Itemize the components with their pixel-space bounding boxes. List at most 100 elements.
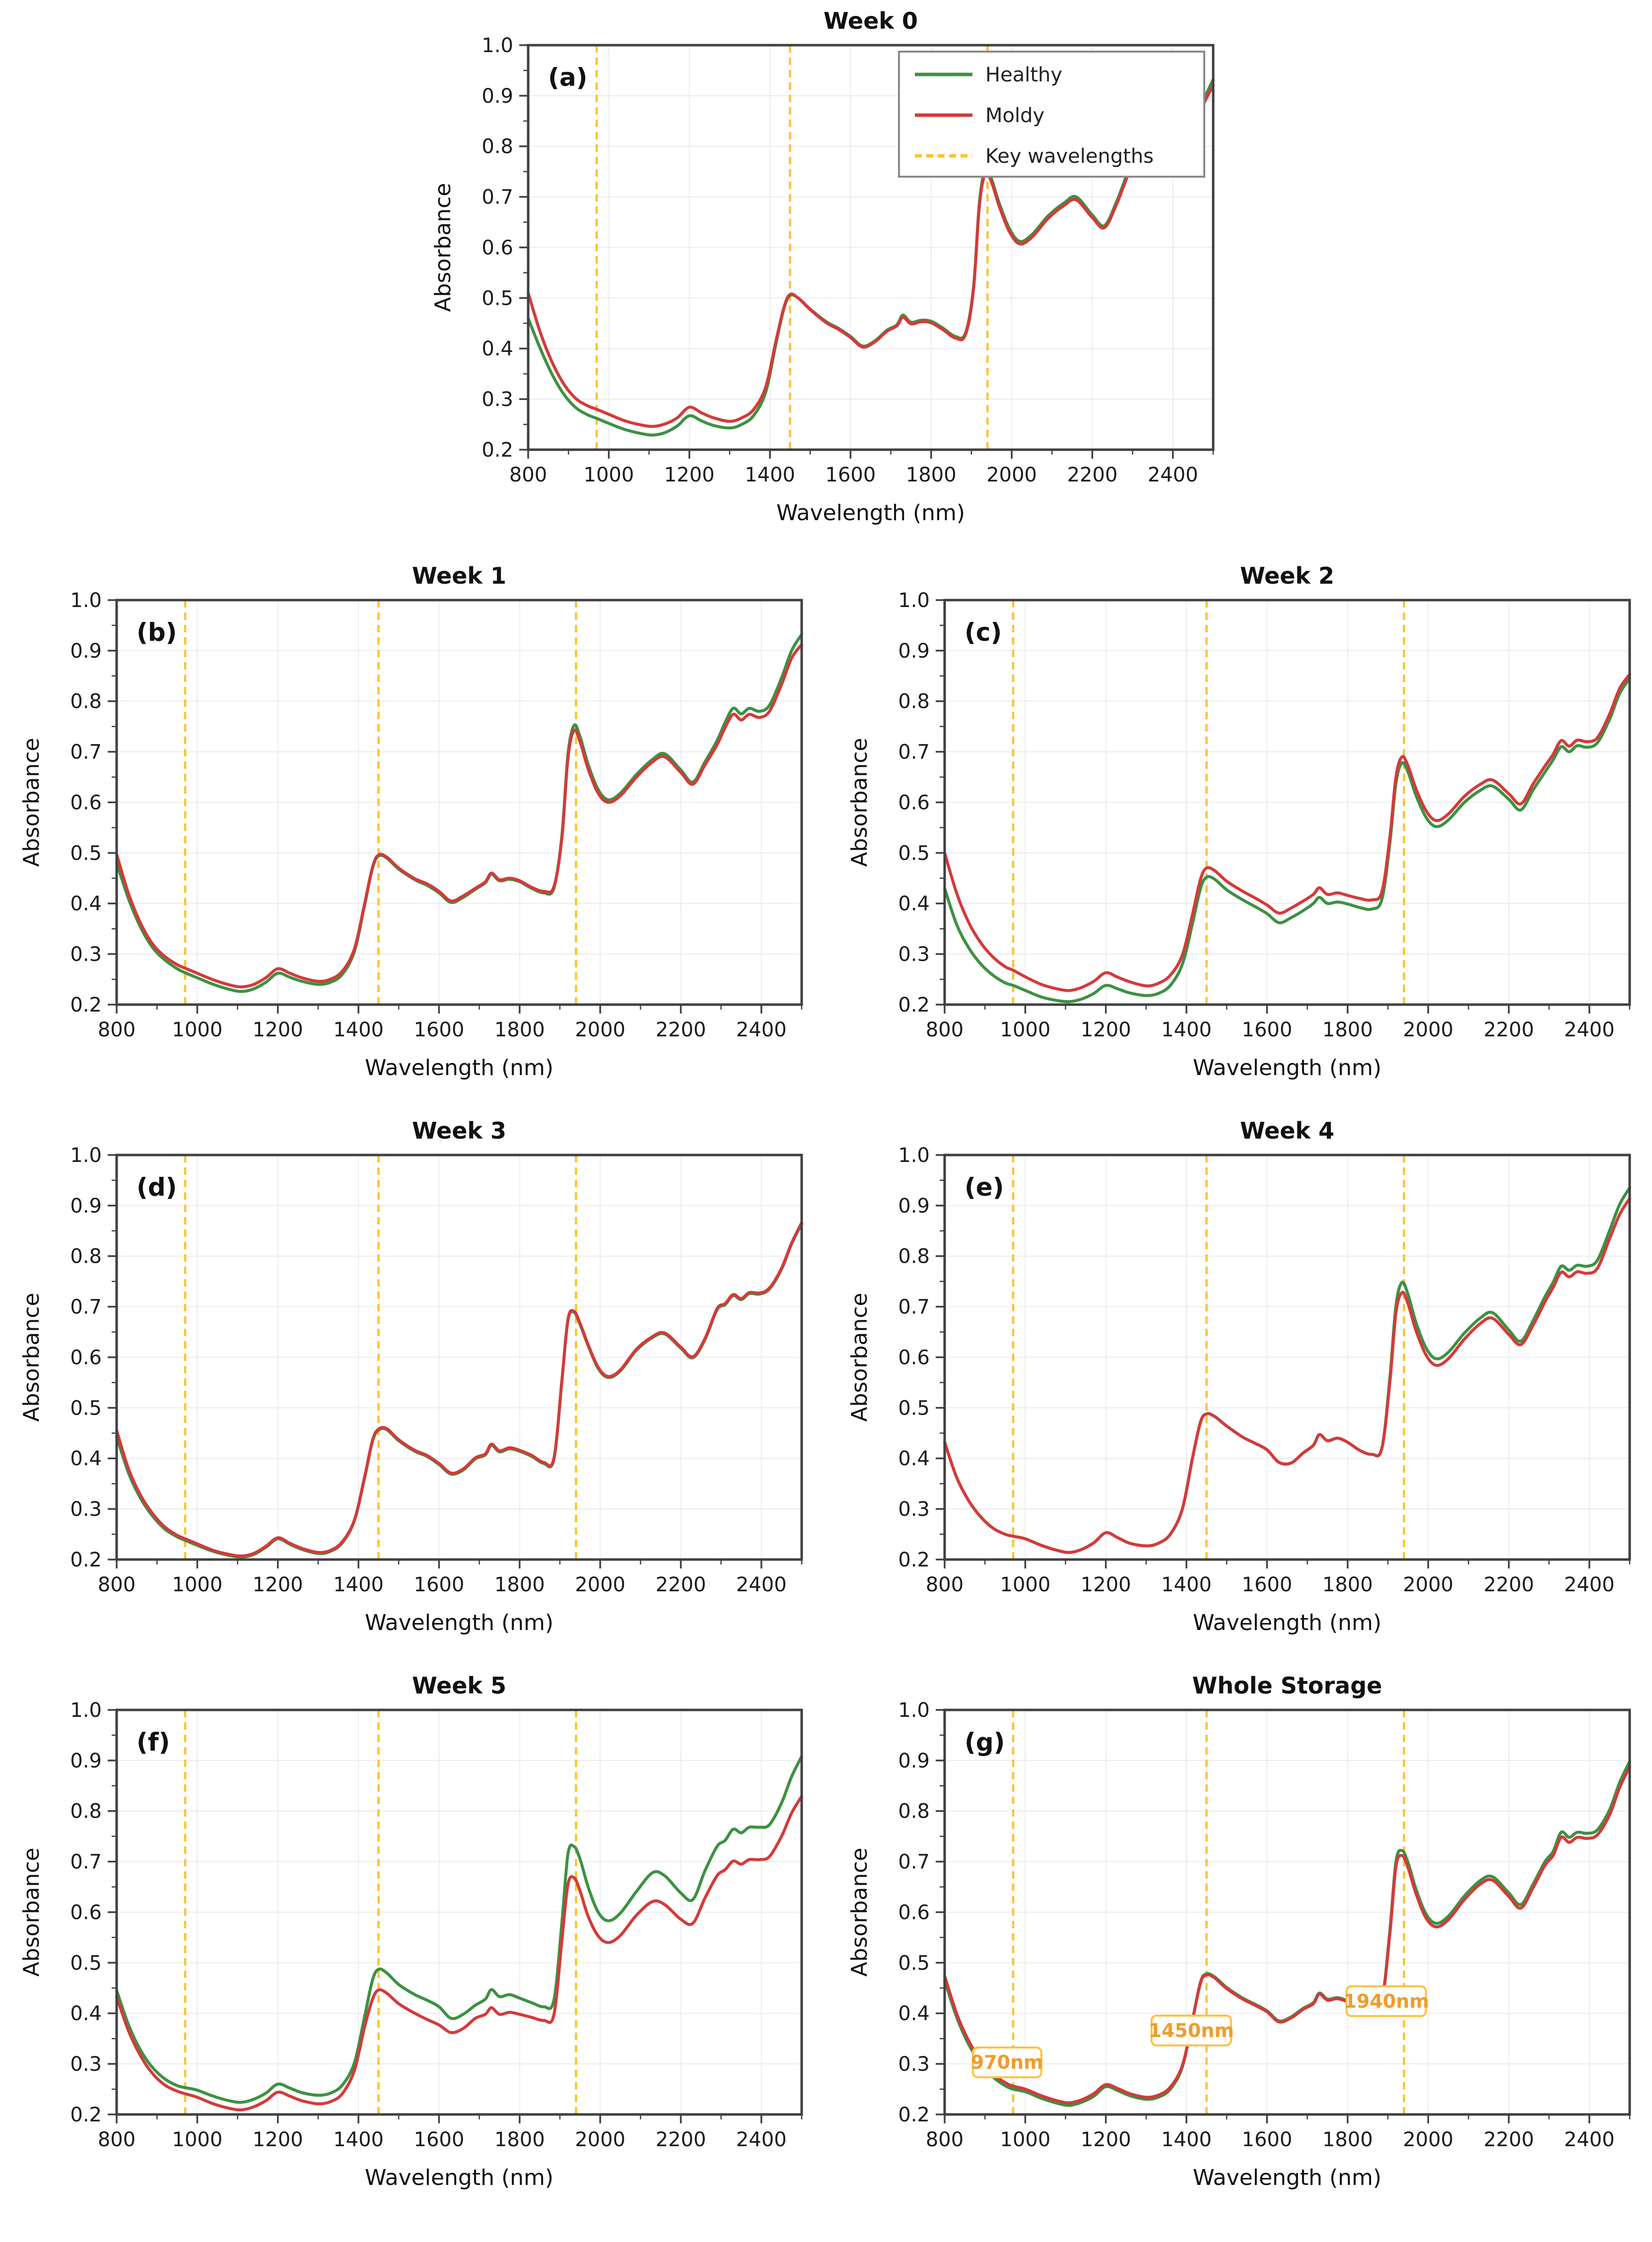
- y-tick-label: 0.4: [70, 892, 102, 915]
- y-tick-label: 0.3: [70, 943, 102, 966]
- x-tick-label: 1200: [664, 464, 715, 486]
- x-tick-label: 1200: [1081, 1019, 1131, 1041]
- plot-canvas-c: 800 1000 1200 1400 1600 1800 2000 2200 2400 0.2 0.…: [847, 562, 1631, 1081]
- x-tick-label: 800: [926, 1573, 964, 1596]
- y-tick-label: 0.9: [898, 1195, 930, 1218]
- x-tick-label: 2400: [736, 1573, 787, 1596]
- x-tick-label: 2400: [1564, 1019, 1615, 1041]
- y-tick-label: 1.0: [70, 589, 102, 612]
- y-tick-label: 0.7: [70, 741, 102, 764]
- y-tick-label: 0.2: [70, 2104, 102, 2126]
- y-tick-label: 0.2: [898, 994, 930, 1017]
- y-tick-label: 0.7: [898, 741, 930, 764]
- x-tick-label: 1400: [1161, 1573, 1212, 1596]
- x-tick-label: 1000: [1000, 1019, 1051, 1041]
- annotation-1940nm: 1940nm: [1343, 1985, 1429, 2017]
- x-tick-label: 2200: [656, 1019, 706, 1041]
- plot-canvas-a: 800 1000 1200 1400 1600 1800 2000 2200 2400 0.2 0.…: [430, 7, 1215, 526]
- y-axis-label: Absorbance: [19, 1292, 44, 1422]
- y-tick-label: 0.6: [70, 1347, 102, 1369]
- x-tick-label: 1800: [1322, 1019, 1373, 1041]
- y-tick-label: 0.9: [898, 1750, 930, 1772]
- x-tick-label: 1400: [333, 1573, 384, 1596]
- y-tick-label: 1.0: [898, 589, 930, 612]
- x-axis-label: Wavelength (nm): [365, 1610, 553, 1635]
- x-tick-label: 800: [509, 464, 547, 486]
- x-tick-label: 2400: [736, 2128, 787, 2151]
- panel-title: Week 4: [1240, 1117, 1334, 1144]
- y-tick-label: 0.7: [482, 186, 513, 209]
- subplot-week-4: 800 1000 1200 1400 1600 1800 2000 2200 2400 0.2 0.…: [843, 1113, 1642, 1654]
- y-tick-label: 1.0: [70, 1699, 102, 1722]
- y-tick-label: 0.2: [70, 994, 102, 1017]
- y-tick-label: 0.6: [898, 792, 930, 815]
- x-axis-label: Wavelength (nm): [365, 1055, 553, 1081]
- y-tick-label: 0.2: [898, 2104, 930, 2126]
- annotation-label: 1940nm: [1343, 1990, 1429, 2012]
- x-tick-label: 1400: [333, 2128, 384, 2151]
- y-tick-label: 1.0: [898, 1699, 930, 1722]
- x-tick-label: 1400: [1161, 1019, 1212, 1041]
- annotation-label: 1450nm: [1149, 2020, 1234, 2041]
- y-tick-label: 0.7: [70, 1851, 102, 1874]
- y-tick-label: 1.0: [898, 1144, 930, 1167]
- x-axis-label: Wavelength (nm): [1193, 1610, 1381, 1635]
- annotation-1450nm: 1450nm: [1149, 2014, 1234, 2046]
- y-tick-label: 0.4: [898, 1447, 930, 1470]
- x-tick-label: 1400: [745, 464, 795, 486]
- plot-canvas-f: 800 1000 1200 1400 1600 1800 2000 2200 2400 0.2 0.…: [19, 1672, 803, 2190]
- x-axis-label: Wavelength (nm): [1193, 2165, 1381, 2190]
- y-tick-label: 0.6: [482, 237, 513, 260]
- y-tick-label: 0.9: [482, 85, 513, 108]
- annotation-label: 970nm: [971, 2051, 1043, 2073]
- y-tick-label: 0.4: [898, 892, 930, 915]
- subplot-week-5: 800 1000 1200 1400 1600 1800 2000 2200 2400 0.2 0.…: [15, 1668, 814, 2209]
- x-axis-label: Wavelength (nm): [776, 500, 965, 526]
- panel-letter: (g): [964, 1728, 1005, 1757]
- panel-letter: (d): [137, 1173, 177, 1202]
- y-tick-label: 0.5: [70, 1397, 102, 1420]
- curve-healthy: [943, 677, 1631, 1004]
- x-tick-label: 2200: [656, 1573, 706, 1596]
- x-tick-label: 1000: [172, 1019, 223, 1041]
- y-tick-label: 1.0: [482, 34, 513, 57]
- x-tick-label: 1800: [1322, 1573, 1373, 1596]
- x-tick-label: 1400: [333, 1019, 384, 1041]
- subplot-whole-storage: 800 1000 1200 1400 1600 1800 2000 2200 2400 0.2 0.…: [843, 1668, 1642, 2209]
- subplot-week-1: 800 1000 1200 1400 1600 1800 2000 2200 2400 0.2 0.…: [15, 558, 814, 1099]
- plot-canvas-b: 800 1000 1200 1400 1600 1800 2000 2200 2400 0.2 0.…: [19, 562, 803, 1081]
- x-tick-label: 2000: [1403, 2128, 1453, 2151]
- x-tick-label: 1600: [826, 464, 876, 486]
- x-tick-label: 2000: [986, 464, 1037, 486]
- curve-moldy: [115, 1221, 803, 1558]
- y-tick-label: 0.3: [70, 1498, 102, 1521]
- x-tick-label: 1000: [1000, 1573, 1051, 1596]
- y-tick-label: 0.9: [70, 1750, 102, 1772]
- x-tick-label: 1000: [172, 1573, 223, 1596]
- y-tick-label: 0.6: [70, 792, 102, 815]
- annotation-box: [971, 2046, 1042, 2079]
- subplot-week-3: 800 1000 1200 1400 1600 1800 2000 2200 2400 0.2 0.…: [15, 1113, 814, 1654]
- figure-row-1: 800 1000 1200 1400 1600 1800 2000 2200 2400 0.2 0.…: [0, 3, 1652, 544]
- x-tick-label: 1400: [1161, 2128, 1212, 2151]
- x-tick-label: 1200: [1081, 2128, 1131, 2151]
- x-tick-label: 1000: [584, 464, 634, 486]
- x-tick-label: 800: [98, 2128, 136, 2151]
- x-tick-label: 2000: [1403, 1573, 1453, 1596]
- annotation-box: [1150, 2014, 1232, 2046]
- y-tick-label: 0.8: [898, 1800, 930, 1823]
- x-tick-label: 1800: [906, 464, 957, 486]
- y-tick-label: 0.2: [482, 439, 513, 462]
- y-axis-label: Absorbance: [430, 183, 456, 312]
- panel-letter: (e): [964, 1173, 1004, 1202]
- y-tick-label: 0.8: [898, 690, 930, 713]
- y-tick-label: 0.3: [70, 2053, 102, 2076]
- x-tick-label: 1200: [253, 1573, 303, 1596]
- panel-letter: (f): [137, 1728, 170, 1757]
- panel-title: Week 2: [1240, 562, 1334, 589]
- curve-moldy: [115, 643, 803, 989]
- panel-title: Week 5: [412, 1672, 506, 1699]
- panel-title: Week 0: [824, 7, 918, 34]
- y-tick-label: 0.4: [70, 1447, 102, 1470]
